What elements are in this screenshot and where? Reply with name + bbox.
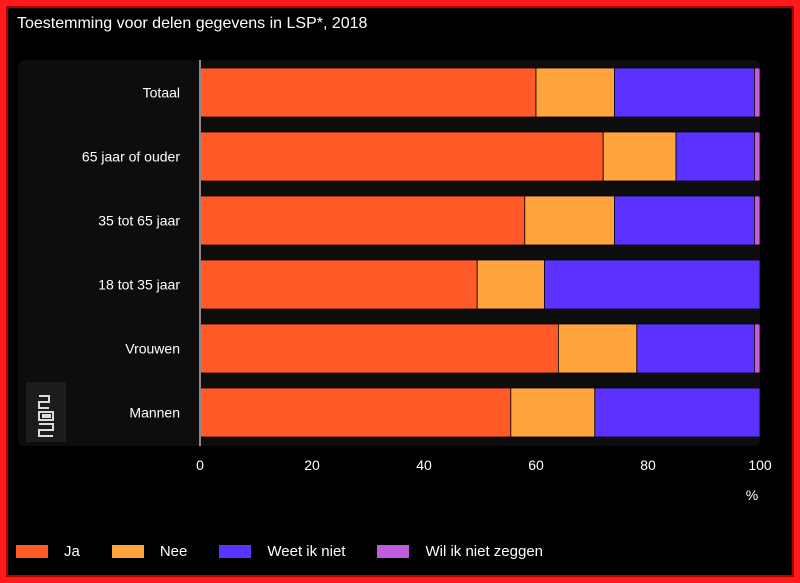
bar-nee: [476, 259, 545, 310]
legend-label: Ja: [64, 542, 80, 560]
legend: Ja Nee Weet ik niet Wil ik niet zeggen: [16, 541, 575, 561]
bar-wil-ik-niet-zeggen: [754, 195, 761, 246]
legend-label: Wil ik niet zeggen: [425, 542, 544, 560]
legend-item-weet-ik-niet: Weet ik niet: [219, 543, 345, 560]
legend-label: Nee: [159, 542, 188, 560]
category-label: Totaal: [143, 85, 180, 101]
category-label: Mannen: [129, 405, 180, 421]
bar-wil-ik-niet-zeggen: [754, 131, 761, 182]
bar-wil-ik-niet-zeggen: [754, 323, 761, 374]
legend-item-nee: Nee: [111, 542, 188, 560]
bar-wil-ik-niet-zeggen: [754, 67, 761, 118]
legend-swatch: [377, 544, 410, 558]
x-tick-label: 100: [748, 457, 772, 473]
legend-swatch: [219, 544, 252, 558]
bar-ja: [199, 195, 526, 246]
bar-ja: [199, 131, 604, 182]
x-tick-label: 20: [304, 457, 320, 473]
bar-weet-ik-niet: [636, 323, 755, 374]
category-label: Vrouwen: [125, 341, 180, 357]
bar-nee: [558, 323, 638, 374]
chart-container: Toestemming voor delen gegevens in LSP*,…: [8, 8, 792, 575]
bar-ja: [199, 67, 537, 118]
bar-weet-ik-niet: [544, 259, 761, 310]
x-tick-label: 40: [416, 457, 432, 473]
bar-ja: [199, 259, 478, 310]
bar-nee: [510, 387, 596, 438]
bar-ja: [199, 323, 559, 374]
bar-weet-ik-niet: [614, 67, 755, 118]
legend-swatch: [111, 544, 144, 558]
bar-weet-ik-niet: [675, 131, 755, 182]
cbs-logo-icon: [38, 395, 54, 437]
bar-nee: [535, 67, 615, 118]
bar-nee: [602, 131, 677, 182]
category-label: 35 tot 65 jaar: [98, 213, 180, 229]
chart-title: Toestemming voor delen gegevens in LSP*,…: [17, 15, 368, 32]
legend-item-ja: Ja: [16, 543, 80, 560]
x-axis-label: %: [746, 487, 758, 503]
bar-ja: [199, 387, 512, 438]
bar-chart: Totaal 65 jaar of ouder 35 tot 65 jaar 18 t…: [18, 60, 772, 503]
x-tick-label: 0: [196, 457, 204, 473]
bar-nee: [524, 195, 615, 246]
x-tick-label: 60: [528, 457, 544, 473]
category-label: 18 tot 35 jaar: [98, 277, 180, 293]
bar-weet-ik-niet: [614, 195, 755, 246]
category-label: 65 jaar of ouder: [82, 149, 180, 165]
cbs-logo: [26, 382, 66, 442]
legend-label: Weet ik niet: [267, 542, 346, 560]
legend-item-wil-ik-niet-zeggen: Wil ik niet zeggen: [377, 543, 543, 560]
x-tick-label: 80: [640, 457, 656, 473]
legend-swatch: [16, 544, 48, 558]
bar-weet-ik-niet: [594, 387, 761, 438]
